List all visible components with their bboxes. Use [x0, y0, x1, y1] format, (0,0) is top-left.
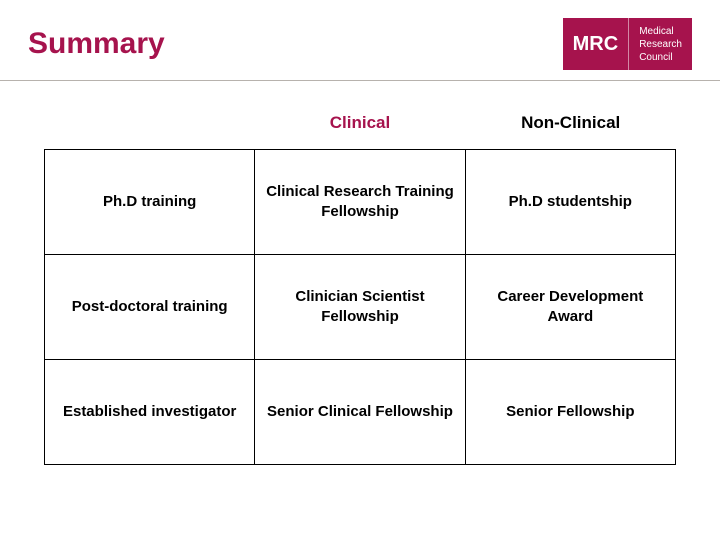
page-title: Summary: [28, 27, 165, 61]
table-cell: Clinician Scientist Fellowship: [255, 255, 465, 359]
table-cell: Clinical Research Training Fellowship: [255, 150, 465, 254]
content-area: Clinical Non-Clinical Ph.D training Clin…: [0, 81, 720, 485]
table-cell: Senior Fellowship: [466, 360, 675, 464]
logo-fullname: Medical Research Council: [629, 18, 692, 70]
header-spacer: [44, 113, 255, 133]
logo-abbr: MRC: [563, 18, 630, 70]
column-header-clinical: Clinical: [255, 113, 466, 133]
table-row: Established investigator Senior Clinical…: [45, 360, 675, 464]
row-header: Established investigator: [45, 360, 255, 464]
table-cell: Senior Clinical Fellowship: [255, 360, 465, 464]
column-header-nonclinical: Non-Clinical: [465, 113, 676, 133]
table-row: Post-doctoral training Clinician Scienti…: [45, 255, 675, 360]
row-header: Ph.D training: [45, 150, 255, 254]
summary-table: Ph.D training Clinical Research Training…: [44, 149, 676, 465]
logo-line: Council: [639, 51, 682, 64]
row-header: Post-doctoral training: [45, 255, 255, 359]
column-headers: Clinical Non-Clinical: [44, 113, 676, 133]
logo-line: Medical: [639, 25, 682, 38]
table-row: Ph.D training Clinical Research Training…: [45, 150, 675, 255]
logo-line: Research: [639, 38, 682, 51]
table-cell: Career Development Award: [466, 255, 675, 359]
table-cell: Ph.D studentship: [466, 150, 675, 254]
mrc-logo: MRC Medical Research Council: [563, 18, 692, 70]
header: Summary MRC Medical Research Council: [0, 0, 720, 81]
